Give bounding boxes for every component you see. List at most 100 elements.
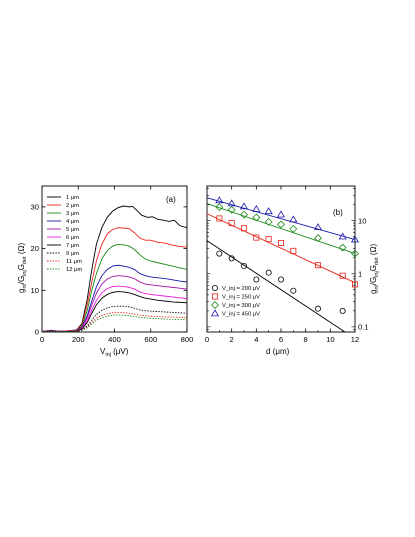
data-point	[351, 249, 359, 258]
data-point	[216, 215, 223, 222]
data-point	[253, 276, 260, 283]
data-point	[265, 236, 272, 243]
y-tick-label: 0.1	[358, 322, 369, 331]
legend-label: 11 μm	[66, 259, 82, 265]
panel-a-xlabel: Vinj (μV)	[100, 347, 129, 358]
x-tick-label: 800	[181, 335, 194, 344]
data-point	[277, 276, 284, 283]
data-point	[338, 243, 347, 252]
legend-label: 2 μm	[66, 203, 79, 209]
legend-label: V_inj = 450 μV	[222, 312, 260, 318]
data-point	[289, 215, 298, 223]
x-tick-label: 6	[279, 335, 283, 344]
data-point	[290, 287, 297, 294]
data-point	[252, 213, 261, 222]
panel-b-legend: V_inj = 200 μV V_inj = 250 μV V_inj = 300 …	[210, 284, 260, 318]
data-point	[276, 210, 286, 218]
series-line	[42, 305, 188, 333]
x-tick-label: 8	[304, 335, 308, 344]
data-point	[339, 272, 346, 279]
data-point	[228, 255, 235, 262]
legend-label: 5 μm	[66, 227, 79, 233]
data-point	[252, 204, 261, 212]
x-tick-label: 4	[254, 335, 258, 344]
data-point	[215, 196, 224, 204]
data-point	[313, 223, 323, 231]
legend-marker	[211, 301, 219, 309]
x-tick-label: 12	[351, 335, 359, 344]
legend-label: 6 μm	[66, 235, 79, 241]
data-point	[351, 281, 358, 288]
data-point	[314, 305, 321, 312]
y-tick-label: 1	[358, 269, 362, 278]
panel-b-ylabel: gnl/GinjGdet (Ω)	[369, 244, 380, 294]
data-point	[216, 250, 223, 257]
data-point	[264, 217, 273, 226]
data-point	[350, 235, 360, 243]
series-line	[42, 275, 188, 332]
panel-a-series	[41, 205, 188, 333]
x-tick-label: 400	[108, 335, 121, 344]
legend-marker	[211, 293, 218, 300]
data-point	[314, 234, 322, 243]
series-line	[42, 314, 188, 333]
data-point	[227, 199, 236, 207]
fit-line	[206, 203, 356, 255]
data-point	[240, 263, 247, 270]
data-point	[264, 207, 273, 215]
y-tick-label: 0	[35, 328, 39, 337]
data-point	[239, 202, 249, 210]
x-tick-label: 2	[230, 335, 234, 344]
data-point	[277, 220, 285, 229]
data-point	[265, 269, 272, 276]
data-point	[240, 225, 247, 232]
series-line	[42, 311, 188, 333]
data-point	[228, 220, 235, 227]
panel-b: 0 2 4 6 8 10 12 0.1 1 10 V_inj = 200 μV V_inj = 25…	[205, 185, 380, 356]
panel-a-ylabel: gnl/GinjGdet (Ω)	[17, 243, 28, 293]
panel-a-frame	[41, 185, 188, 333]
fit-line	[206, 213, 356, 284]
legend-label: 12 μm	[66, 267, 82, 273]
data-point	[215, 203, 224, 212]
panel-a: 0 200 400 600 800 0 10 20 30 1 μm 2 μm 3 μm 4 μm 5 μ…	[17, 185, 194, 358]
series-line	[42, 264, 188, 332]
data-point	[314, 262, 321, 269]
legend-label: 3 μm	[66, 211, 79, 217]
legend-label: V_inj = 300 μV	[222, 303, 260, 309]
legend-label: 9 μm	[66, 251, 79, 257]
x-tick-label: 0	[40, 335, 44, 344]
x-tick-label: 0	[205, 335, 209, 344]
data-point	[339, 307, 346, 314]
series-line	[42, 291, 188, 333]
legend-marker	[210, 309, 220, 317]
x-tick-label: 10	[326, 335, 334, 344]
x-tick-label: 600	[144, 335, 157, 344]
data-point	[290, 247, 297, 254]
data-point	[253, 234, 260, 241]
data-point	[289, 224, 298, 233]
legend-label: 4 μm	[66, 219, 79, 225]
y-tick-label: 10	[31, 286, 39, 295]
legend-label: 7 μm	[66, 243, 79, 249]
y-tick-label: 20	[31, 244, 39, 253]
legend-marker	[211, 284, 218, 291]
data-point	[277, 239, 284, 246]
fit-line	[206, 197, 356, 241]
x-tick-label: 200	[72, 335, 85, 344]
panel-b-axes: 0 2 4 6 8 10 12 0.1 1 10	[205, 186, 369, 344]
data-point	[227, 205, 236, 214]
panel-a-legend: 1 μm 2 μm 3 μm 4 μm 5 μm 6 μm 7 μm 9 μm 11 μm 12 …	[47, 195, 82, 273]
panel-b-label: (b)	[333, 208, 343, 217]
y-tick-label: 30	[31, 202, 39, 211]
legend-label: V_inj = 250 μV	[222, 295, 260, 301]
panel-b-points	[215, 196, 360, 314]
panel-b-xlabel: d (μm)	[266, 347, 290, 356]
data-point	[338, 232, 347, 240]
legend-label: V_inj = 200 μV	[222, 286, 260, 292]
series-line	[42, 227, 188, 332]
panel-a-label: (a)	[166, 195, 176, 204]
data-point	[240, 210, 248, 219]
y-tick-label: 10	[358, 216, 366, 225]
